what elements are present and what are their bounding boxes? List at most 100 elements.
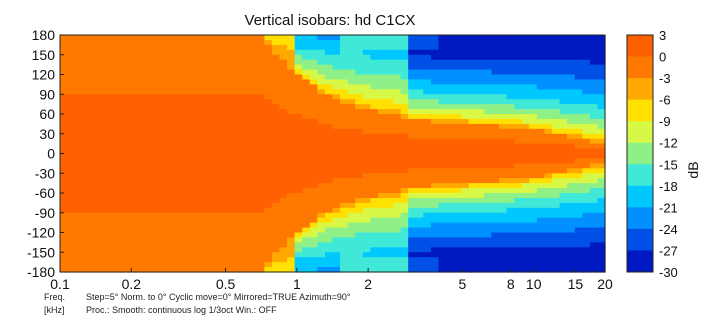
heatmap-cell xyxy=(279,49,288,56)
heatmap-cell xyxy=(514,232,523,239)
heatmap-cell xyxy=(567,128,576,135)
heatmap-cell xyxy=(446,94,455,100)
heatmap-cell xyxy=(196,148,205,155)
heatmap-cell xyxy=(423,158,432,164)
heatmap-cell xyxy=(309,183,318,189)
heatmap-cell xyxy=(120,69,129,76)
heatmap-cell xyxy=(332,39,341,46)
heatmap-cell xyxy=(203,212,212,219)
heatmap-cell xyxy=(521,227,530,234)
heatmap-cell xyxy=(75,148,84,155)
heatmap-cell xyxy=(377,262,387,268)
heatmap-cell xyxy=(158,35,167,41)
heatmap-cell xyxy=(90,84,99,90)
heatmap-cell xyxy=(90,197,99,204)
heatmap-cell xyxy=(483,193,493,199)
heatmap-cell xyxy=(173,197,182,204)
heatmap-cell xyxy=(385,227,394,234)
heatmap-cell xyxy=(362,222,371,229)
heatmap-cell xyxy=(241,59,250,66)
heatmap-cell xyxy=(173,128,182,135)
heatmap-cell xyxy=(234,79,243,85)
heatmap-cell xyxy=(355,54,364,61)
heatmap-cell xyxy=(234,59,243,66)
heatmap-cell xyxy=(544,89,553,95)
heatmap-cell xyxy=(567,193,576,199)
heatmap-cell xyxy=(491,168,500,174)
heatmap-cell xyxy=(218,193,228,199)
heatmap-cell xyxy=(529,173,538,179)
heatmap-cell xyxy=(476,69,485,76)
heatmap-cell xyxy=(181,94,190,100)
heatmap-cell xyxy=(82,39,91,46)
heatmap-cell xyxy=(264,99,273,105)
heatmap-cell xyxy=(241,89,250,95)
heatmap-cell xyxy=(355,109,364,115)
heatmap-cell xyxy=(211,49,220,56)
heatmap-cell xyxy=(370,163,379,169)
heatmap-cell xyxy=(173,183,182,189)
heatmap-cell xyxy=(294,257,303,263)
heatmap-cell xyxy=(423,123,432,130)
heatmap-cell xyxy=(211,267,220,273)
heatmap-cell xyxy=(294,44,303,51)
heatmap-cell xyxy=(82,237,91,243)
heatmap-cell xyxy=(408,188,417,194)
y-tick-label: 30 xyxy=(39,126,55,142)
heatmap-cell xyxy=(279,197,288,204)
heatmap-cell xyxy=(264,178,273,184)
heatmap-cell xyxy=(506,168,515,174)
heatmap-cell xyxy=(188,183,197,189)
heatmap-cell xyxy=(150,94,159,100)
heatmap-cell xyxy=(438,217,447,224)
heatmap-cell xyxy=(393,197,402,204)
heatmap-cell xyxy=(521,133,530,140)
heatmap-cell xyxy=(559,252,568,258)
heatmap-cell xyxy=(552,183,561,189)
heatmap-cell xyxy=(521,104,530,110)
heatmap-cell xyxy=(423,39,432,46)
heatmap-cell xyxy=(400,84,409,90)
heatmap-cell xyxy=(75,227,84,234)
heatmap-cell xyxy=(317,39,326,46)
heatmap-cell xyxy=(362,143,371,150)
heatmap-cell xyxy=(347,148,356,155)
heatmap-cell xyxy=(491,84,500,90)
heatmap-cell xyxy=(521,64,530,71)
heatmap-cell xyxy=(362,39,371,46)
heatmap-cell xyxy=(287,247,296,253)
heatmap-cell xyxy=(218,212,228,219)
heatmap-cell xyxy=(483,114,493,120)
heatmap-cell xyxy=(461,217,470,224)
heatmap-cell xyxy=(400,262,409,268)
heatmap-cell xyxy=(135,123,144,130)
heatmap-cell xyxy=(476,64,485,71)
heatmap-cell xyxy=(82,202,91,209)
heatmap-cell xyxy=(385,35,394,41)
heatmap-cell xyxy=(90,247,99,253)
heatmap-cell xyxy=(483,35,493,41)
heatmap-cell xyxy=(377,193,387,199)
heatmap-cell xyxy=(400,35,409,41)
heatmap-cell xyxy=(165,173,175,179)
heatmap-cell xyxy=(574,44,583,51)
heatmap-cell xyxy=(97,202,107,209)
heatmap-cell xyxy=(264,35,273,41)
heatmap-cell xyxy=(370,118,379,125)
heatmap-cell xyxy=(483,252,493,258)
heatmap-cell xyxy=(143,69,152,76)
heatmap-cell xyxy=(105,217,114,224)
heatmap-cell xyxy=(438,227,447,234)
heatmap-cell xyxy=(271,128,281,135)
heatmap-cell xyxy=(135,173,144,179)
heatmap-cell xyxy=(408,44,417,51)
heatmap-cell xyxy=(241,257,250,263)
heatmap-cell xyxy=(241,247,250,253)
heatmap-cell xyxy=(468,114,477,120)
heatmap-cell xyxy=(559,262,568,268)
heatmap-cell xyxy=(234,84,243,90)
heatmap-cell xyxy=(317,74,326,81)
heatmap-cell xyxy=(249,84,258,90)
heatmap-cell xyxy=(355,163,364,169)
heatmap-cell xyxy=(158,89,167,95)
